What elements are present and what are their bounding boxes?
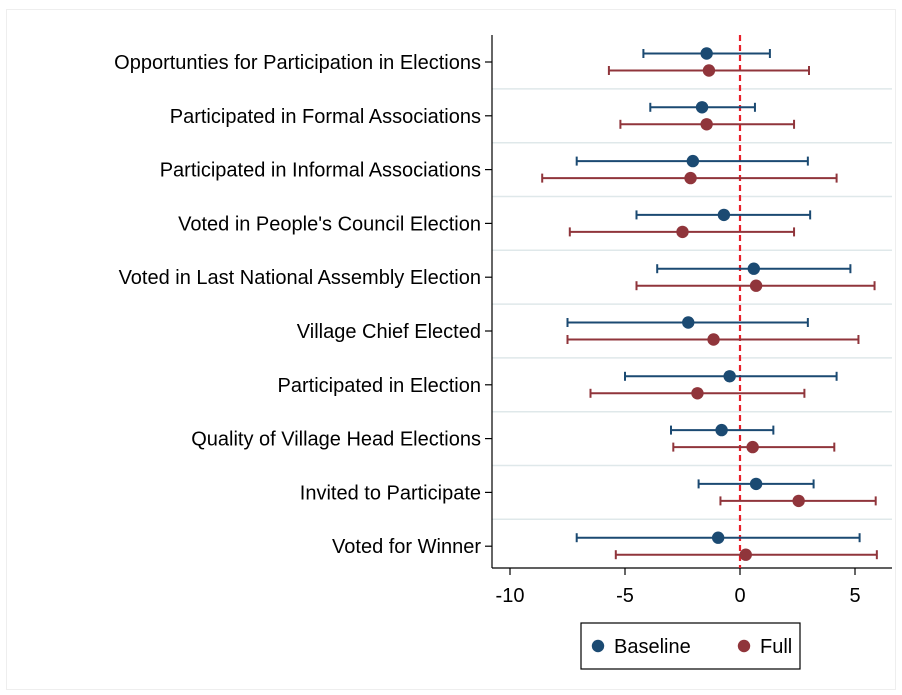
point-estimate [715,423,728,437]
category-label: Voted for Winner [332,536,481,558]
point-estimate [682,316,695,329]
category-label: Quality of Village Head Elections [191,429,481,451]
series-full [541,64,878,561]
legend-box [580,622,801,670]
category-label: Voted in Last National Assembly Election [119,267,481,289]
category-label: Opportunties for Participation in Electi… [114,52,481,74]
x-tick-label: -10 [496,585,525,607]
point-estimate [717,208,731,222]
category-label: Village Chief Elected [297,321,481,343]
point-estimate [684,171,697,185]
point-estimate [749,279,763,292]
point-estimate [746,440,759,454]
legend: Baseline Full [580,622,801,670]
point-estimate [676,225,689,239]
legend-label: Full [760,636,792,658]
point-estimate [711,531,725,544]
category-label: Participated in Informal Associations [160,160,481,182]
point-estimate [707,333,720,346]
x-tick-label: 5 [849,585,860,607]
legend-label: Baseline [614,636,691,658]
point-estimate [749,477,763,491]
y-axis-ticks: Opportunties for Participation in Electi… [114,52,492,558]
point-estimate [702,64,716,77]
legend-marker [737,639,751,653]
category-label: Participated in Formal Associations [170,106,481,128]
point-estimate [747,262,760,275]
point-estimate [686,154,700,168]
x-tick-label: 0 [734,585,745,607]
point-estimate [739,548,752,561]
point-estimate [700,47,713,60]
point-estimate [691,387,704,400]
x-axis-ticks: -10 -5 0 5 [496,568,861,607]
category-label: Invited to Participate [300,482,481,504]
category-label: Voted in People's Council Election [178,213,481,235]
point-estimate [792,494,805,508]
x-tick-label: -5 [616,585,634,607]
series-baseline [566,47,861,544]
point-estimate [723,370,736,383]
point-estimate [695,101,709,114]
gridlines [492,88,892,521]
figure-border [6,9,896,690]
series-layer [541,47,878,561]
point-estimate [700,118,713,131]
category-label: Participated in Election [278,375,481,397]
legend-marker [591,639,605,653]
